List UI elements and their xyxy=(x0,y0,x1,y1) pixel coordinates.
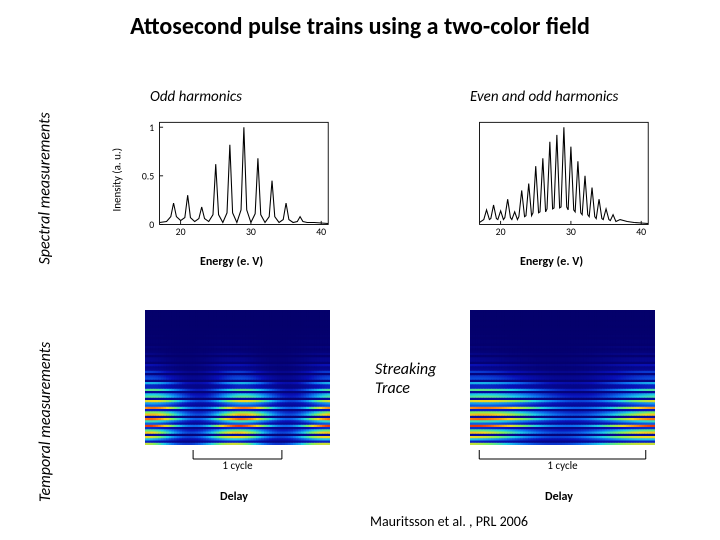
delay-caption-right: Delay xyxy=(545,490,573,504)
svg-text:30: 30 xyxy=(246,226,256,238)
svg-text:40: 40 xyxy=(636,226,646,238)
energy-axis-right: Energy (e. V) xyxy=(520,255,583,269)
odd-harmonics-title: Odd harmonics xyxy=(150,88,242,106)
svg-text:30: 30 xyxy=(566,226,576,238)
streaking-trace-right xyxy=(470,310,655,445)
citation: Mauritsson et al. , PRL 2006 xyxy=(370,513,528,530)
odd-harmonics-spectrum-chart: 20304000.51 xyxy=(140,115,330,230)
cycle-label: 1 cycle xyxy=(479,459,646,472)
even-odd-harmonics-title: Even and odd harmonics xyxy=(470,88,618,106)
svg-text:0.5: 0.5 xyxy=(142,170,154,182)
temporal-row-label: Temporal measurements xyxy=(36,307,55,502)
streaking-trace-text: StreakingTrace xyxy=(375,360,436,398)
delay-caption-left: Delay xyxy=(220,490,248,504)
energy-axis-left: Energy (e. V) xyxy=(200,255,263,269)
svg-text:20: 20 xyxy=(176,226,186,238)
cycle-label: 1 cycle xyxy=(193,459,282,472)
svg-text:40: 40 xyxy=(316,226,326,238)
even-odd-harmonics-spectrum-chart: 203040 xyxy=(460,115,650,230)
svg-text:20: 20 xyxy=(496,226,506,238)
spectral-row-label: Spectral measurements xyxy=(36,85,55,265)
streaking-trace-left xyxy=(145,310,330,445)
intensity-yaxis-label: Inensity (a. u.) xyxy=(111,122,124,212)
svg-text:1: 1 xyxy=(149,122,154,134)
svg-text:0: 0 xyxy=(149,219,154,231)
streaking-trace-label: StreakingTrace xyxy=(375,360,436,398)
page-title: Attosecond pulse trains using a two-colo… xyxy=(0,0,720,41)
